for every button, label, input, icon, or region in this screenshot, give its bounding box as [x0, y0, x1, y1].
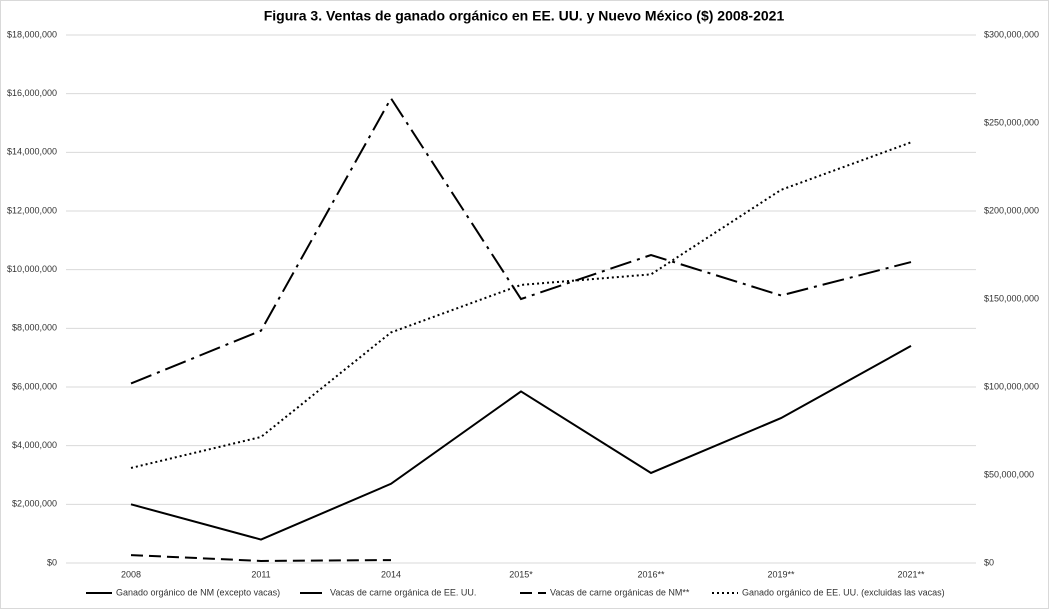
y-tick-label: $6,000,000 — [12, 381, 57, 391]
x-tick-label: 2008 — [121, 569, 141, 579]
x-tick-label: 2014 — [381, 569, 401, 579]
series-line — [130, 554, 392, 562]
y2-tick-label: $100,000,000 — [984, 381, 1039, 391]
y2-tick-label: $150,000,000 — [984, 293, 1039, 303]
x-tick-label: 2019** — [767, 569, 795, 579]
y2-tick-label: $300,000,000 — [984, 29, 1039, 39]
series-line — [130, 96, 912, 385]
y-tick-label: $2,000,000 — [12, 499, 57, 509]
y-tick-label: $8,000,000 — [12, 323, 57, 333]
x-tick-label: 2011 — [251, 569, 270, 579]
y-tick-label: $4,000,000 — [12, 440, 57, 450]
y-tick-label: $14,000,000 — [7, 147, 57, 157]
y-tick-label: $10,000,000 — [7, 264, 57, 274]
x-tick-label: 2015* — [509, 569, 533, 579]
y-tick-label: $16,000,000 — [7, 88, 57, 98]
legend-label: Ganado orgánico de EE. UU. (excluidas la… — [742, 587, 945, 597]
legend-label: Vacas de carne orgánicas de NM** — [550, 587, 690, 597]
series-line — [130, 345, 912, 541]
legend-label: Vacas de carne orgánica de EE. UU. — [330, 587, 476, 597]
y-tick-label: $0 — [47, 557, 57, 567]
y2-tick-label: $0 — [984, 557, 994, 567]
x-tick-label: 2016** — [637, 569, 665, 579]
chart-title: Figura 3. Ventas de ganado orgánico en E… — [264, 8, 785, 24]
x-tick-label: 2021** — [897, 569, 925, 579]
y-tick-label: $18,000,000 — [7, 29, 57, 39]
y2-tick-label: $250,000,000 — [984, 117, 1039, 127]
y2-tick-label: $200,000,000 — [984, 205, 1039, 215]
y-tick-label: $12,000,000 — [7, 205, 57, 215]
legend-label: Ganado orgánico de NM (excepto vacas) — [116, 587, 280, 597]
y2-tick-label: $50,000,000 — [984, 469, 1034, 479]
